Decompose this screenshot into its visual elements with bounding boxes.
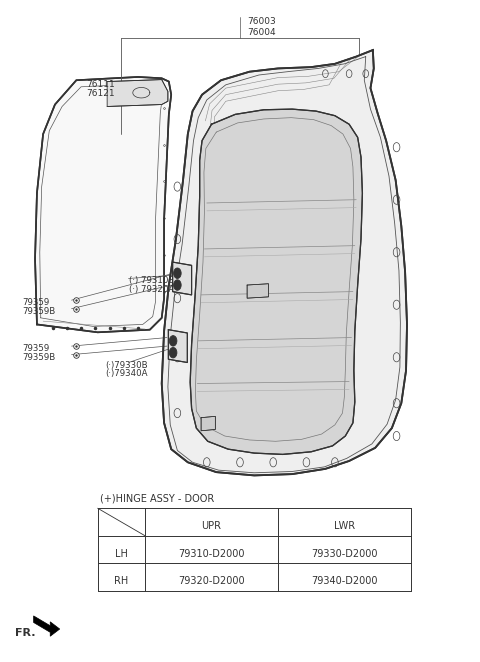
Text: 79359B: 79359B <box>23 353 56 361</box>
Text: 76121: 76121 <box>86 89 114 98</box>
Text: LH: LH <box>115 549 128 559</box>
Text: UPR: UPR <box>202 521 222 531</box>
Polygon shape <box>34 616 60 636</box>
Circle shape <box>174 280 181 291</box>
Text: (+)HINGE ASSY - DOOR: (+)HINGE ASSY - DOOR <box>100 494 214 504</box>
Text: FR.: FR. <box>14 628 35 638</box>
Text: 79359: 79359 <box>23 298 50 307</box>
Text: RH: RH <box>114 576 129 586</box>
Polygon shape <box>173 262 192 295</box>
Polygon shape <box>168 330 187 363</box>
Text: 79359: 79359 <box>23 344 50 353</box>
Text: (·) 79310B: (·) 79310B <box>129 276 174 285</box>
Polygon shape <box>35 77 171 332</box>
Text: (·)79340A: (·)79340A <box>105 369 147 378</box>
Polygon shape <box>190 109 362 454</box>
Text: 79310-D2000: 79310-D2000 <box>178 549 245 559</box>
Text: 79340-D2000: 79340-D2000 <box>311 576 378 586</box>
Polygon shape <box>107 79 168 107</box>
Text: (·)79330B: (·)79330B <box>105 361 147 369</box>
Text: 79320-D2000: 79320-D2000 <box>178 576 245 586</box>
Text: LWR: LWR <box>334 521 355 531</box>
Polygon shape <box>162 50 407 475</box>
Text: 79330-D2000: 79330-D2000 <box>311 549 378 559</box>
Circle shape <box>169 348 177 358</box>
Text: 76003: 76003 <box>247 17 276 26</box>
Circle shape <box>169 336 177 346</box>
Text: 76004: 76004 <box>247 28 276 36</box>
Polygon shape <box>201 416 216 431</box>
Text: (·) 79320A: (·) 79320A <box>129 285 174 294</box>
Polygon shape <box>247 284 268 298</box>
Text: 79359B: 79359B <box>23 307 56 316</box>
Text: 76111: 76111 <box>86 79 115 89</box>
Circle shape <box>174 268 181 279</box>
